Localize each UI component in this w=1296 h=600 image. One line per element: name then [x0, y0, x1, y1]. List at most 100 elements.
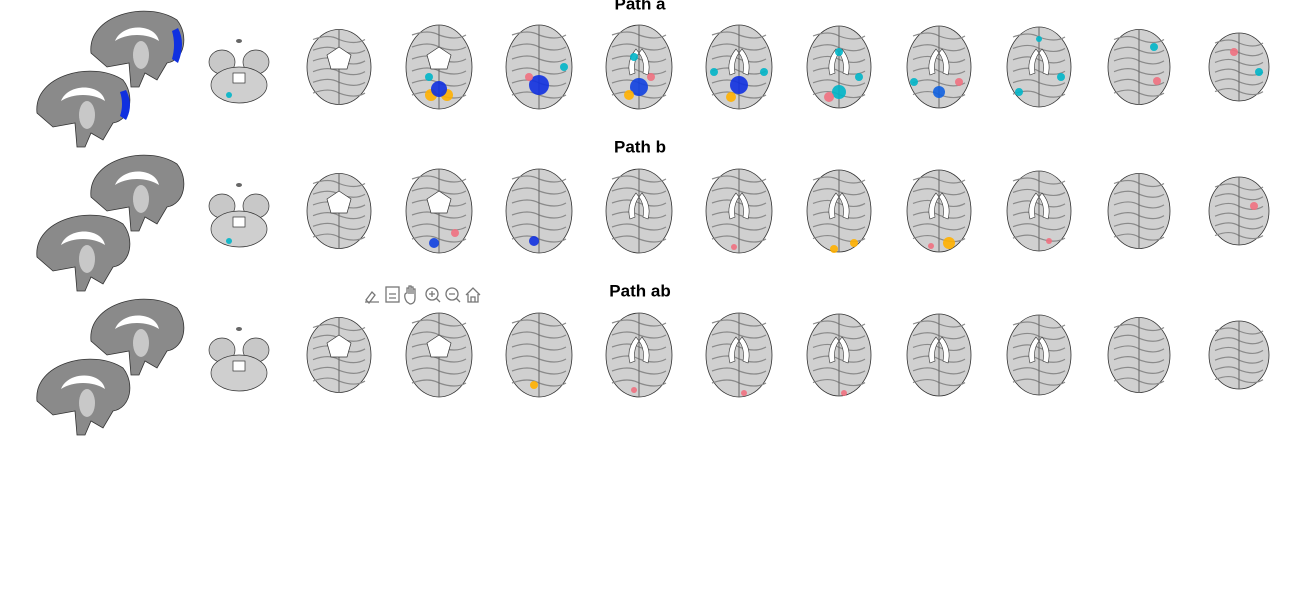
activation-blob — [226, 238, 232, 244]
axes-toolbar[interactable] — [365, 285, 481, 305]
brainstem — [79, 245, 95, 273]
axial-slice — [232, 360, 246, 372]
activation-blob — [710, 68, 718, 76]
activation-blob — [955, 78, 963, 86]
corpus-callosum — [61, 375, 105, 389]
activation-blob — [1153, 77, 1161, 85]
corpus-callosum — [115, 27, 159, 41]
panel-title: Path b — [614, 137, 666, 156]
datatip-lines — [389, 293, 396, 299]
activation-blob — [1150, 43, 1158, 51]
pan-icon[interactable] — [404, 285, 416, 305]
ventricle — [1028, 336, 1050, 364]
activation-blob — [731, 244, 737, 250]
brainstem — [79, 389, 95, 417]
activation-blob — [760, 68, 768, 76]
ventricle — [1028, 48, 1050, 76]
corpus-callosum — [61, 87, 105, 101]
activation-blob — [560, 63, 568, 71]
activation-blob — [835, 48, 843, 56]
corpus-callosum — [61, 231, 105, 245]
midbrain — [426, 334, 452, 358]
activation-blob — [1230, 48, 1238, 56]
ventricle — [628, 192, 650, 220]
activation-blob — [425, 73, 433, 81]
panel-title: Path a — [614, 0, 666, 13]
activation-blob — [429, 238, 439, 248]
midbrain — [426, 46, 452, 70]
axial-slice — [232, 216, 246, 228]
activation-blob — [1036, 36, 1042, 42]
axial-slice — [236, 39, 242, 43]
home-icon[interactable] — [465, 287, 481, 303]
activation-blob — [525, 73, 533, 81]
activation-blob — [226, 92, 232, 98]
sagittal-blob — [172, 28, 182, 63]
ventricle — [728, 48, 750, 76]
zoom-out-glyph — [449, 293, 461, 303]
activation-blob — [855, 73, 863, 81]
activation-blob — [910, 78, 918, 86]
activation-blob — [830, 245, 838, 253]
ventricle — [828, 336, 850, 364]
corpus-callosum — [115, 315, 159, 329]
ventricle — [728, 192, 750, 220]
axial-slice — [210, 66, 268, 104]
activation-blob — [630, 78, 648, 96]
activation-blob — [630, 53, 638, 61]
axial-slice — [210, 354, 268, 392]
activation-blob — [1057, 73, 1065, 81]
activation-blob — [943, 237, 955, 249]
panel: Path b — [36, 137, 1270, 292]
panel: Path ab — [36, 281, 1270, 436]
midbrain — [326, 190, 352, 214]
activation-blob — [451, 229, 459, 237]
activation-blob — [850, 239, 858, 247]
brainstem — [133, 41, 149, 69]
activation-blob — [530, 381, 538, 389]
zoom-out-icon[interactable] — [445, 287, 459, 301]
activation-blob — [832, 85, 846, 99]
ventricle — [1028, 192, 1050, 220]
ventricle — [828, 48, 850, 76]
activation-blob — [726, 92, 736, 102]
axial-slice — [236, 183, 242, 187]
activation-blob — [647, 73, 655, 81]
activation-blob — [431, 81, 447, 97]
activation-blob — [631, 387, 637, 393]
datatip-icon[interactable] — [385, 286, 400, 303]
ventricle — [828, 192, 850, 220]
zoom-in-glyph — [429, 291, 441, 303]
activation-blob — [529, 75, 549, 95]
activation-blob — [1250, 202, 1258, 210]
sagittal-blob — [120, 90, 130, 120]
zoom-in-icon[interactable] — [425, 287, 439, 301]
activation-blob — [928, 243, 934, 249]
midbrain — [426, 190, 452, 214]
activation-blob — [1255, 68, 1263, 76]
corpus-callosum — [115, 171, 159, 185]
midbrain — [326, 334, 352, 358]
panel-title: Path ab — [609, 281, 670, 300]
activation-blob — [730, 76, 748, 94]
panel: Path a — [36, 0, 1270, 148]
ventricle — [728, 336, 750, 364]
brainstem — [133, 185, 149, 213]
ventricle — [928, 48, 950, 76]
axial-slice — [210, 210, 268, 248]
brainstem — [133, 329, 149, 357]
activation-blob — [624, 90, 634, 100]
activation-blob — [933, 86, 945, 98]
axial-slice — [236, 327, 242, 331]
brush-icon[interactable] — [365, 291, 379, 304]
activation-blob — [529, 236, 539, 246]
ventricle — [628, 336, 650, 364]
activation-blob — [1015, 88, 1023, 96]
ventricle — [928, 336, 950, 364]
midbrain — [326, 46, 352, 70]
axial-slice — [232, 72, 246, 84]
activation-blob — [824, 92, 834, 102]
ventricle — [928, 192, 950, 220]
activation-blob — [741, 390, 747, 396]
